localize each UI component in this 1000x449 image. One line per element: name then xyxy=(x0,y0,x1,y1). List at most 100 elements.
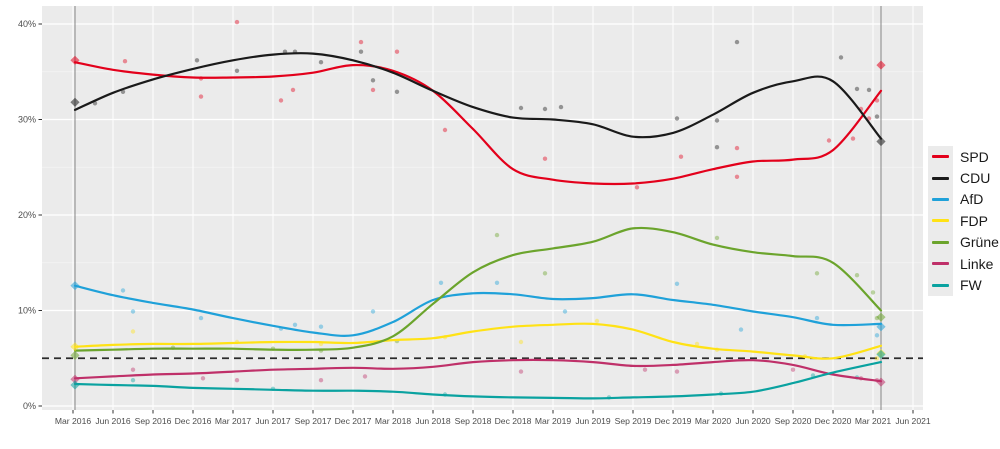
legend-label: FW xyxy=(960,277,982,294)
election-result-marker-spd xyxy=(876,60,886,70)
poll-point-spd xyxy=(278,98,284,103)
x-tick-label: Jun 2018 xyxy=(415,416,451,426)
poll-point-cdu xyxy=(542,106,548,112)
x-tick-label: Mar 2020 xyxy=(695,416,732,426)
legend-label: CDU xyxy=(960,170,991,187)
legend-swatch-grüne xyxy=(932,240,949,244)
legend-item-fw: FW xyxy=(928,274,999,296)
poll-point-spd xyxy=(634,185,640,190)
legend-item-cdu: CDU xyxy=(928,167,999,189)
poll-point-spd xyxy=(734,145,740,151)
election-result-marker-linke xyxy=(70,374,80,384)
poll-point-afd xyxy=(318,324,324,329)
poll-point-cdu xyxy=(874,114,880,119)
poll-point-cdu xyxy=(558,104,564,110)
poll-point-afd xyxy=(494,280,500,285)
legend-key xyxy=(928,274,953,296)
legend-swatch-afd xyxy=(932,197,949,201)
legend-label: FDP xyxy=(960,212,988,229)
trend-line-fw xyxy=(73,361,883,400)
legend-key xyxy=(928,210,953,232)
poll-point-linke xyxy=(200,376,206,381)
legend-item-grüne: Grüne xyxy=(928,231,999,253)
election-result-marker-afd xyxy=(876,322,886,332)
x-tick-label: Sep 2017 xyxy=(295,416,332,426)
poll-point-afd xyxy=(562,309,568,314)
x-tick-label: Sep 2019 xyxy=(615,416,652,426)
poll-point-spd xyxy=(394,49,400,54)
legend-key xyxy=(928,188,953,211)
poll-point-fw xyxy=(130,378,136,383)
poll-point-linke xyxy=(790,367,796,372)
x-tick-label: Jun 2016 xyxy=(95,416,131,426)
poll-point-afd xyxy=(738,327,744,332)
poll-point-grüne xyxy=(714,235,720,241)
election-result-marker-fdp xyxy=(70,342,80,352)
x-tick-label: Dec 2017 xyxy=(335,416,372,426)
election-result-marker-grüne xyxy=(70,350,80,360)
poll-point-grüne xyxy=(814,271,820,276)
poll-point-afd xyxy=(198,315,204,321)
trend-line-afd xyxy=(73,284,883,337)
y-tick-label: 30% xyxy=(18,115,36,125)
poll-point-cdu xyxy=(838,55,844,60)
x-tick-label: Jun 2017 xyxy=(255,416,291,426)
poll-point-cdu xyxy=(734,39,740,45)
legend-item-fdp: FDP xyxy=(928,210,999,232)
trend-line-cdu xyxy=(73,52,883,140)
x-tick-label: Mar 2017 xyxy=(215,416,252,426)
poll-point-linke xyxy=(318,378,324,383)
x-tick-label: Dec 2016 xyxy=(175,416,212,426)
poll-point-linke xyxy=(642,367,648,372)
poll-point-spd xyxy=(734,174,740,179)
legend: SPD CDU AfD FDP Grüne Linke FW xyxy=(928,146,999,296)
poll-point-cdu xyxy=(674,116,680,121)
poll-point-afd xyxy=(874,333,880,338)
poll-point-spd xyxy=(850,136,856,141)
poll-point-spd xyxy=(442,127,448,133)
legend-swatch-fdp xyxy=(932,219,949,223)
x-tick-label: Jun 2019 xyxy=(575,416,611,426)
poll-point-spd xyxy=(542,156,548,161)
poll-point-cdu xyxy=(714,118,720,123)
poll-point-cdu xyxy=(866,87,872,93)
x-tick-label: Dec 2020 xyxy=(815,416,852,426)
poll-point-cdu xyxy=(394,89,400,95)
trend-line-linke xyxy=(73,358,883,383)
poll-point-cdu xyxy=(120,89,126,95)
x-tick-label: Mar 2018 xyxy=(375,416,412,426)
poll-point-afd xyxy=(674,281,680,286)
legend-swatch-cdu xyxy=(932,176,949,180)
election-result-marker-afd xyxy=(70,281,80,291)
y-tick-label: 10% xyxy=(18,306,36,316)
election-result-marker-fw xyxy=(70,380,80,390)
legend-item-linke: Linke xyxy=(928,252,999,275)
poll-point-cdu xyxy=(714,145,720,150)
poll-point-spd xyxy=(290,87,296,93)
legend-label: Grüne xyxy=(960,234,999,251)
y-tick-label: 20% xyxy=(18,210,36,220)
x-tick-label: Dec 2019 xyxy=(655,416,692,426)
poll-point-cdu xyxy=(518,105,524,111)
y-tick-label: 40% xyxy=(18,19,36,29)
poll-point-cdu xyxy=(194,58,200,63)
x-tick-label: Mar 2019 xyxy=(535,416,572,426)
y-tick-label: 0% xyxy=(23,401,36,411)
x-tick-label: Sep 2018 xyxy=(455,416,492,426)
x-tick-label: Jun 2021 xyxy=(895,416,931,426)
plot-panel xyxy=(42,6,923,410)
election-result-marker-linke xyxy=(876,377,886,387)
trend-line-grüne xyxy=(73,226,883,352)
poll-point-grüne xyxy=(494,232,500,238)
legend-key xyxy=(928,231,953,253)
poll-point-fdp xyxy=(874,356,880,361)
legend-swatch-linke xyxy=(932,262,949,266)
poll-point-cdu xyxy=(234,68,240,74)
poll-point-spd xyxy=(234,19,240,25)
poll-point-afd xyxy=(292,322,298,327)
legend-key xyxy=(928,146,953,168)
poll-point-spd xyxy=(122,59,128,64)
legend-label: Linke xyxy=(960,255,994,272)
poll-point-cdu xyxy=(318,60,324,65)
